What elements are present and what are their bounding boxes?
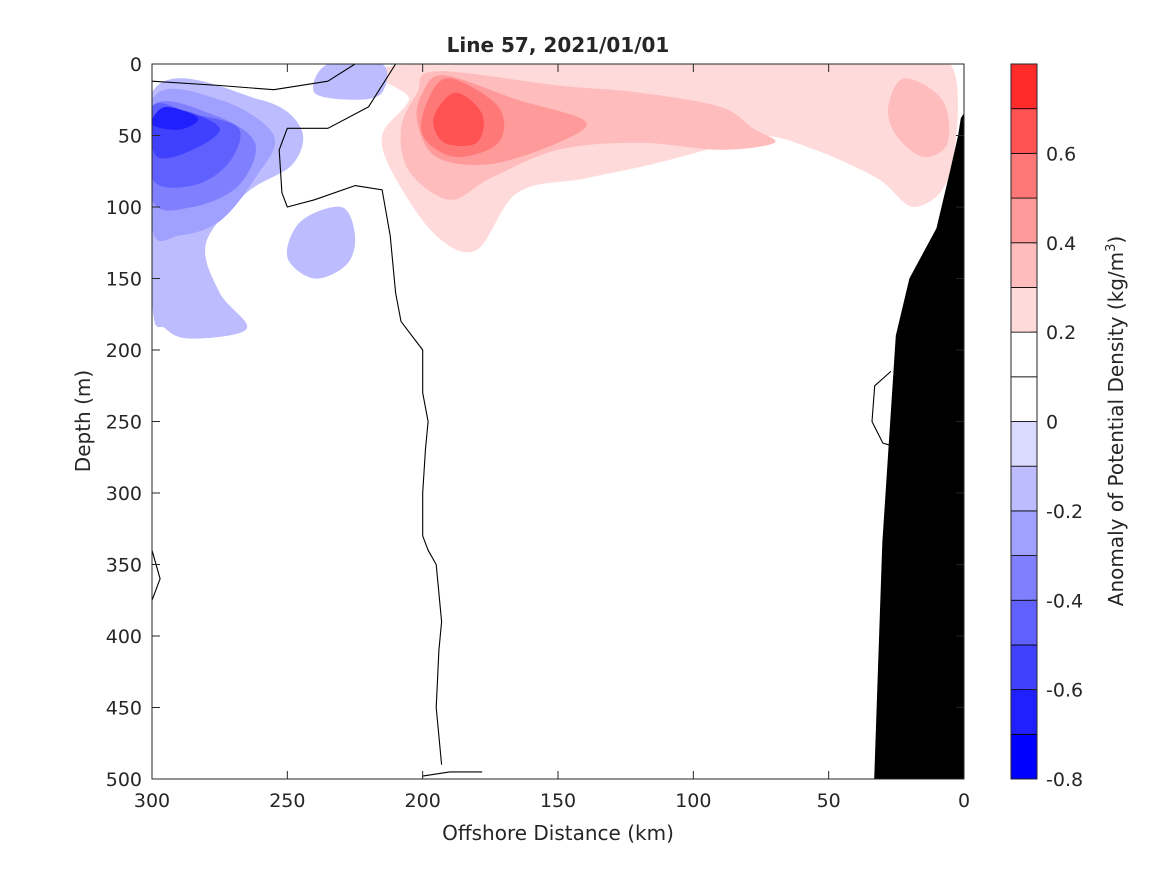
y-tick-label: 450 [106, 698, 142, 720]
colorbar-swatch [1010, 421, 1038, 467]
x-tick-label: 300 [134, 790, 170, 812]
x-axis: 300 250 200 150 100 50 0 [134, 64, 970, 812]
y-tick-label: 100 [106, 197, 142, 219]
colorbar-swatch [1010, 733, 1038, 780]
colorbar-swatch [1010, 152, 1038, 199]
chart-title: Line 57, 2021/01/01 [447, 33, 670, 57]
colorbar-swatch [1010, 197, 1038, 244]
colorbar-swatch [1010, 599, 1038, 646]
negative-anomaly-region [313, 64, 388, 100]
colorbar-swatch [1010, 689, 1038, 735]
colorbar-tick-label: 0 [1046, 412, 1058, 434]
zero-contour-line [871, 370, 897, 448]
negative-anomaly-region [152, 106, 199, 130]
colorbar-swatch [1010, 376, 1038, 422]
colorbar-tick-label: -0.8 [1046, 769, 1083, 791]
x-tick-label: 200 [405, 790, 441, 812]
colorbar-tick-label: 0.6 [1046, 143, 1076, 165]
land-mask-layer [874, 113, 964, 779]
density-fill-layer [152, 64, 964, 372]
colorbar-tick-label: -0.6 [1046, 680, 1083, 702]
y-tick-label: 300 [106, 483, 142, 505]
positive-anomaly-region [887, 78, 950, 158]
x-tick-label: 250 [269, 790, 305, 812]
x-tick-label: 150 [540, 790, 576, 812]
colorbar-swatch [1010, 331, 1038, 378]
y-tick-label: 500 [106, 769, 142, 791]
colorbar: -0.8 -0.6 -0.4 -0.2 0 0.2 0.4 0.6 [1010, 63, 1083, 791]
colorbar-label: Anomaly of Potential Density (kg/m3) [1104, 236, 1128, 606]
zero-contour-line [278, 64, 443, 765]
negative-anomaly-region [286, 206, 356, 279]
colorbar-label-superscript: 3 [1104, 244, 1119, 252]
colorbar-tick-label: 0.4 [1046, 233, 1076, 255]
x-axis-label: Offshore Distance (km) [442, 821, 674, 845]
colorbar-swatch [1010, 510, 1038, 556]
continental-slope-mask [874, 113, 964, 779]
y-axis-label: Depth (m) [71, 370, 95, 472]
colorbar-swatch [1010, 465, 1038, 512]
y-tick-label: 250 [106, 412, 142, 434]
y-axis: 0 50 100 150 200 250 300 350 400 450 500 [106, 54, 964, 791]
colorbar-label-close: ) [1104, 236, 1128, 244]
zero-contour-line [152, 64, 356, 91]
y-tick-label: 0 [130, 54, 142, 76]
colorbar-tick-label: -0.2 [1046, 501, 1083, 523]
zero-contour-layer [152, 64, 897, 777]
colorbar-swatch [1010, 108, 1038, 154]
plot-area [151, 63, 965, 780]
colorbar-tick-label: 0.2 [1046, 322, 1076, 344]
x-tick-label: 50 [817, 790, 841, 812]
y-tick-label: 50 [118, 126, 142, 148]
y-tick-label: 150 [106, 269, 142, 291]
x-tick-label: 100 [675, 790, 711, 812]
colorbar-swatch [1010, 555, 1038, 601]
positive-anomaly-region [433, 92, 484, 146]
zero-contour-line [152, 550, 161, 601]
colorbar-swatch [1010, 242, 1038, 288]
colorbar-swatch [1010, 287, 1038, 333]
colorbar-swatch [1010, 644, 1038, 691]
x-tick-label: 0 [958, 790, 970, 812]
y-tick-label: 200 [106, 340, 142, 362]
y-tick-label: 350 [106, 555, 142, 577]
zero-contour-line [422, 771, 483, 777]
colorbar-label-text: Anomaly of Potential Density (kg/m [1104, 252, 1128, 606]
colorbar-tick-label: -0.4 [1046, 590, 1083, 612]
colorbar-swatch [1010, 63, 1038, 110]
y-tick-label: 400 [106, 626, 142, 648]
